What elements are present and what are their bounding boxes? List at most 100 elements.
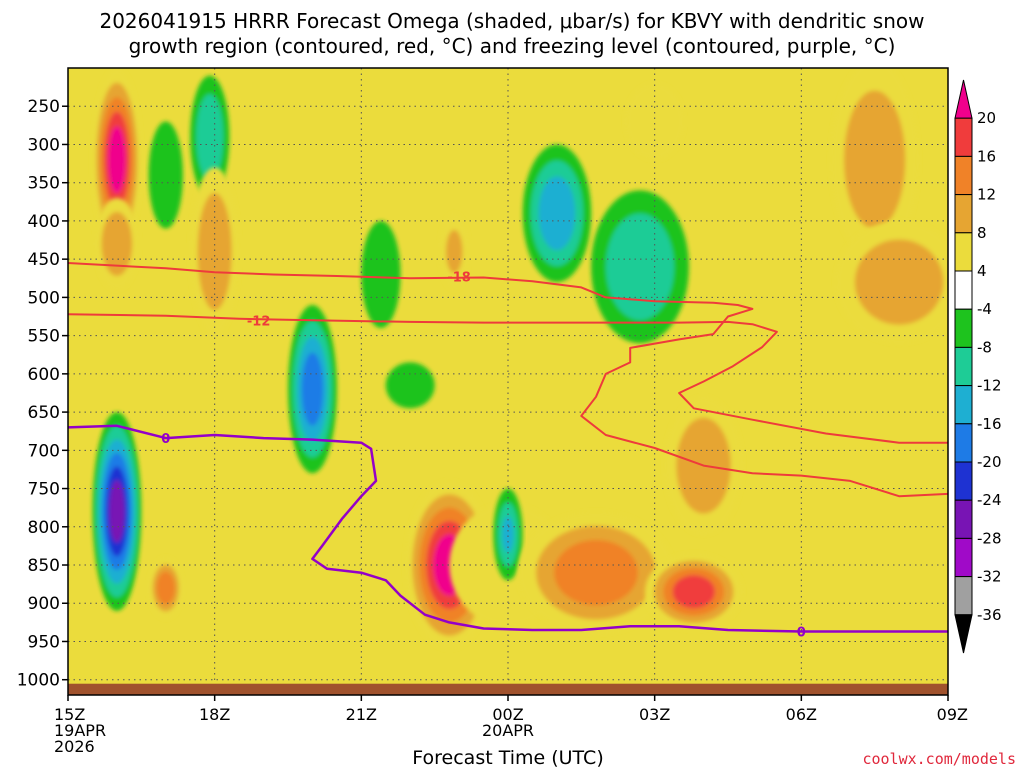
x-tick-label: 21Z: [346, 705, 377, 724]
omega-blob: [644, 553, 743, 631]
omega-contour-fill: [369, 244, 392, 305]
colorbar-segment: [954, 537, 973, 578]
omega-blob: [94, 197, 139, 290]
omega-blob: [517, 511, 675, 634]
freezing-level-contour: [68, 424, 948, 633]
omega-blob: [92, 68, 142, 252]
x-tick-label: 2026: [54, 737, 95, 756]
x-tick-label: 18Z: [199, 705, 230, 724]
omega-contour-fill: [156, 144, 176, 206]
contour-lines: -12 -18 0 0: [68, 262, 948, 641]
omega-shading: [92, 68, 948, 650]
omega-contour-fill: [160, 578, 171, 598]
chart-title-line-2: growth region (contoured, red, °C) and f…: [129, 34, 896, 58]
chart-title-line-1: 2026041915 HRRR Forecast Omega (shaded, …: [99, 9, 924, 33]
omega-contour-fill: [205, 218, 225, 285]
x-tick-label: 06Z: [786, 705, 817, 724]
y-tick-label: 300: [28, 135, 60, 155]
omega-contour-fill: [572, 554, 620, 592]
omega-blob: [361, 220, 401, 328]
colorbar-tick-label: -8: [977, 338, 992, 356]
y-tick-label: 350: [28, 174, 60, 194]
colorbar-segment: [954, 308, 973, 348]
colorbar-tick-label: 16: [977, 147, 996, 165]
y-tick-label: 550: [28, 327, 60, 347]
y-tick-label: 700: [28, 441, 60, 461]
colorbar-tick-label: -24: [977, 491, 1002, 509]
x-tick-label: 20APR: [482, 721, 534, 740]
omega-contour-fill: [306, 368, 319, 410]
omega-blob: [522, 144, 592, 283]
colorbar: 20 16 12 8 4 -4 -8 -12 -16 -20 -24 -28 -32 -36: [954, 79, 1002, 654]
omega-contour-fill: [620, 236, 660, 297]
ground-surface: [68, 683, 948, 695]
y-tick-label: 450: [28, 250, 60, 270]
dgz-minus18-label: -18: [447, 271, 471, 286]
omega-blob: [92, 412, 142, 611]
colorbar-tick-label: 8: [977, 224, 987, 242]
y-tick-label: 900: [28, 594, 60, 614]
x-tick-label: 15Z: [54, 705, 85, 724]
colorbar-tick-label: 12: [977, 186, 996, 204]
freezing-level-label: 0: [797, 626, 806, 641]
y-tick-label: 650: [28, 403, 60, 423]
colorbar-segment: [954, 117, 973, 157]
omega-contour-fill: [681, 582, 706, 602]
omega-contour-fill: [502, 516, 514, 553]
colorbar-tick-label: 20: [977, 109, 996, 127]
colorbar-tick-label: 4: [977, 262, 987, 280]
colorbar-segment: [954, 423, 973, 463]
colorbar-tick-label: -36: [977, 606, 1002, 624]
omega-contour-fill: [108, 225, 126, 262]
colorbar-segment: [954, 155, 973, 196]
dgz-minus12-label: -12: [247, 314, 271, 329]
colorbar-bottom-arrow: [954, 614, 973, 654]
omega-blob: [830, 68, 919, 260]
y-tick-label: 500: [28, 288, 60, 308]
colorbar-segment: [954, 346, 973, 387]
colorbar-segment: [954, 232, 973, 272]
omega-contour-fill: [396, 372, 425, 399]
colorbar-tick-label: -16: [977, 415, 1002, 433]
colorbar-segment: [954, 194, 973, 234]
y-tick-label: 800: [28, 518, 60, 538]
omega-blob: [835, 220, 948, 344]
dgz-minus18-contour: [68, 262, 948, 498]
omega-blob: [148, 557, 183, 619]
omega-contour-fill: [638, 99, 672, 144]
x-tick-label: 00Z: [492, 705, 523, 724]
omega-contour-fill: [857, 120, 893, 199]
colorbar-top-arrow: [954, 79, 973, 119]
colorbar-segment: [954, 385, 973, 425]
credit-link[interactable]: coolwx.com/models: [862, 750, 1016, 768]
y-tick-label: 750: [28, 480, 60, 500]
colorbar-tick-label: -4: [977, 300, 992, 318]
freezing-level-label: 0: [161, 432, 170, 447]
y-tick-label: 950: [28, 632, 60, 652]
colorbar-segment: [954, 499, 973, 539]
colorbar-segment: [954, 461, 973, 501]
omega-blob: [591, 190, 689, 344]
x-tick-label: 03Z: [639, 705, 670, 724]
gridlines: [68, 68, 948, 695]
colorbar-tick-label: -32: [977, 568, 1002, 586]
y-tick-label: 600: [28, 365, 60, 385]
y-tick-label: 250: [28, 97, 60, 117]
omega-blob: [439, 213, 469, 290]
omega-contour-fill: [445, 229, 463, 274]
colorbar-tick-label: -20: [977, 453, 1002, 471]
omega-blob: [385, 362, 435, 409]
omega-contour-fill: [546, 192, 568, 235]
dgz-minus12-contour: [68, 313, 948, 444]
y-tick-label: 1000: [17, 671, 60, 691]
omega-contour-fill: [874, 258, 925, 307]
omega-blob: [190, 167, 240, 336]
omega-blob: [493, 488, 523, 581]
omega-blob: [288, 305, 337, 474]
omega-contour-fill: [112, 493, 122, 530]
y-axis-ticks: 250 300 350 400 450 500 550 600 650 700 750 800 850 9…: [17, 97, 68, 691]
colorbar-tick-label: -28: [977, 529, 1002, 547]
colorbar-tick-label: -12: [977, 377, 1002, 395]
